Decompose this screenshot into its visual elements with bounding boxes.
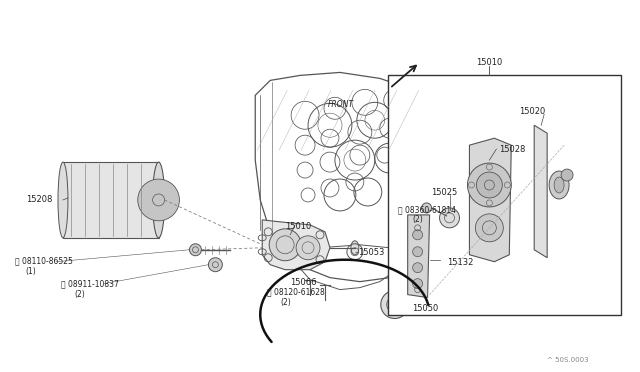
Circle shape xyxy=(381,291,409,318)
Circle shape xyxy=(413,263,422,273)
Polygon shape xyxy=(63,162,159,238)
Text: (2): (2) xyxy=(413,215,424,224)
Text: (2): (2) xyxy=(280,298,291,307)
Circle shape xyxy=(561,169,573,181)
Circle shape xyxy=(476,214,503,242)
Circle shape xyxy=(387,296,403,312)
Circle shape xyxy=(189,244,202,256)
Circle shape xyxy=(440,208,460,228)
Polygon shape xyxy=(469,138,511,262)
Text: 15028: 15028 xyxy=(499,145,525,154)
Polygon shape xyxy=(408,215,429,298)
Text: 15025: 15025 xyxy=(431,188,458,197)
Text: Ⓢ 08360-61814: Ⓢ 08360-61814 xyxy=(397,205,456,214)
Ellipse shape xyxy=(58,162,68,238)
Text: (1): (1) xyxy=(25,267,36,276)
Text: 15050: 15050 xyxy=(412,304,438,312)
Circle shape xyxy=(413,247,422,257)
Circle shape xyxy=(209,258,222,272)
Ellipse shape xyxy=(554,177,564,193)
Text: Ⓝ 08911-10837: Ⓝ 08911-10837 xyxy=(61,280,119,289)
Bar xyxy=(388,76,621,314)
Text: Ⓑ 08110-86525: Ⓑ 08110-86525 xyxy=(15,257,73,266)
Text: 15066: 15066 xyxy=(290,278,317,287)
Polygon shape xyxy=(262,220,330,270)
Text: (2): (2) xyxy=(74,290,84,299)
Text: 15208: 15208 xyxy=(26,195,52,204)
Text: 15010: 15010 xyxy=(476,58,502,67)
Circle shape xyxy=(413,230,422,240)
Text: 15010: 15010 xyxy=(285,222,312,231)
Text: 15020: 15020 xyxy=(519,107,545,116)
Text: 15132: 15132 xyxy=(447,258,474,267)
Circle shape xyxy=(476,172,502,198)
Circle shape xyxy=(269,229,301,261)
Text: Ⓑ 08120-61628: Ⓑ 08120-61628 xyxy=(267,288,325,296)
Circle shape xyxy=(413,279,422,289)
Polygon shape xyxy=(534,125,547,258)
Ellipse shape xyxy=(351,241,359,255)
Text: 15053: 15053 xyxy=(358,248,384,257)
Text: ^ 50S.0003: ^ 50S.0003 xyxy=(547,357,589,363)
Circle shape xyxy=(422,203,431,213)
Text: FRONT: FRONT xyxy=(328,100,354,109)
Circle shape xyxy=(138,179,179,221)
Ellipse shape xyxy=(549,171,569,199)
Circle shape xyxy=(296,236,320,260)
Ellipse shape xyxy=(152,162,164,238)
Circle shape xyxy=(467,163,511,207)
